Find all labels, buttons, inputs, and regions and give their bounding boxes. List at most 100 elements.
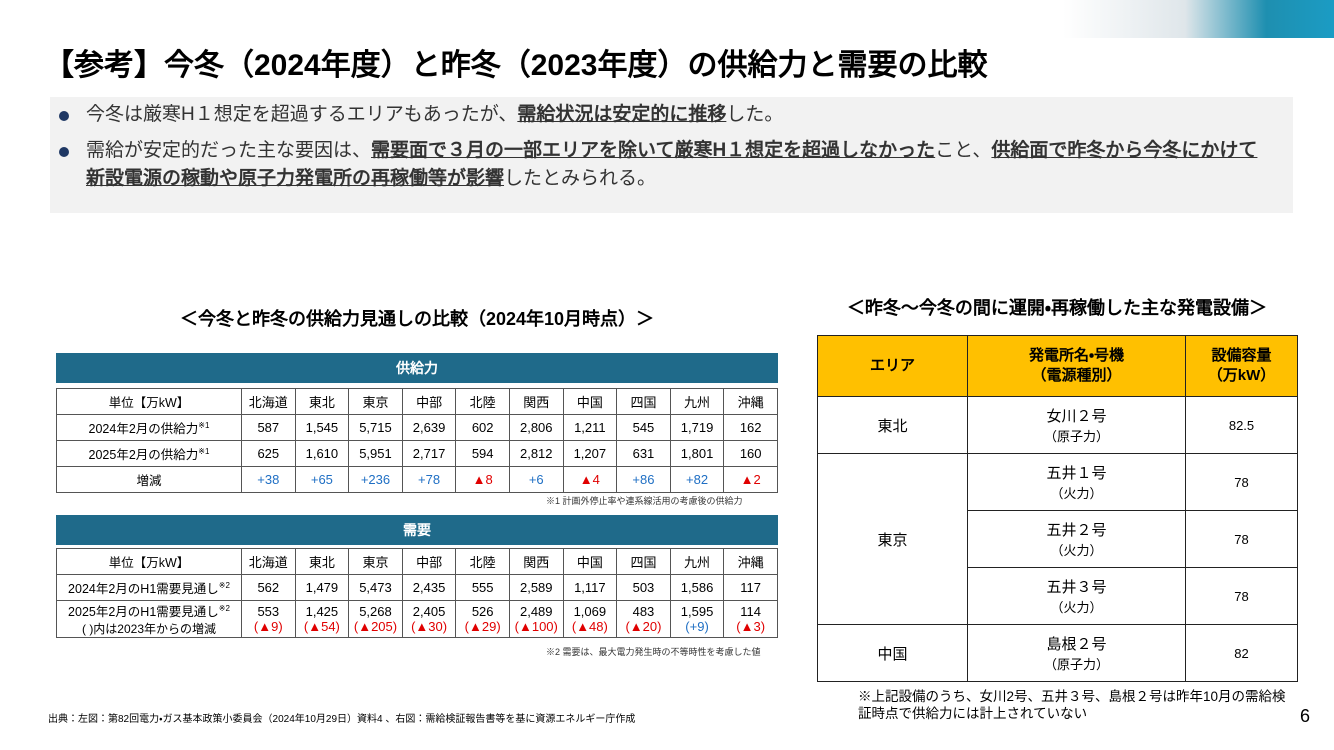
value-text: 5,715 bbox=[359, 420, 392, 435]
value-cell: 1,069 (▲48) bbox=[562, 600, 618, 638]
change-text: (▲54) bbox=[303, 619, 340, 634]
value-cell: 1,719 bbox=[669, 414, 725, 441]
capacity-cell: 78 bbox=[1185, 510, 1298, 568]
value-cell: 5,268 (▲205) bbox=[348, 600, 403, 638]
capacity-cell: 78 bbox=[1185, 453, 1298, 511]
region-header: 東北 bbox=[294, 548, 350, 575]
value-cell: 555 bbox=[455, 574, 510, 601]
plant-row: 中国 島根２号 （原子力） 82 bbox=[817, 624, 1298, 682]
capacity-cell: 82.5 bbox=[1185, 396, 1298, 454]
data-row: 2025年2月の供給力※1 625 1,610 5,951 2,717 594 2,812 1… bbox=[56, 440, 778, 467]
note-mark: ※2 bbox=[218, 603, 230, 613]
value-cell: 631 bbox=[616, 440, 671, 467]
region-header: 中国 bbox=[562, 548, 618, 575]
note-mark: ※1 bbox=[198, 446, 210, 456]
value-text: 545 bbox=[632, 420, 655, 435]
data-row: 2024年2月の供給力※1 587 1,545 5,715 2,639 602 2,806 1… bbox=[56, 414, 778, 441]
region-header: 東京 bbox=[348, 548, 403, 575]
table-banner: 需要 bbox=[56, 515, 778, 545]
capacity-cell: 78 bbox=[1185, 567, 1298, 625]
value-text: 625 bbox=[257, 446, 280, 461]
value-cell: 160 bbox=[723, 440, 778, 467]
unit-cell: 単位【万kW】 bbox=[56, 388, 242, 415]
value-text: +38 bbox=[257, 472, 280, 487]
unit-cell: 単位【万kW】 bbox=[56, 548, 242, 575]
value-text: 1,069 bbox=[573, 604, 607, 619]
plant-type: （原子力） bbox=[1043, 657, 1109, 672]
region-header: 関西 bbox=[508, 388, 564, 415]
value-text: 2,717 bbox=[412, 446, 446, 461]
region-header: 北陸 bbox=[455, 548, 510, 575]
value-cell: 526 (▲29) bbox=[455, 600, 510, 638]
value-cell: 562 bbox=[241, 574, 296, 601]
row-label-text: 2024年2月のH1需要見通し bbox=[68, 582, 219, 596]
plant-type: （火力） bbox=[1050, 486, 1103, 501]
change-text: (▲30) bbox=[411, 619, 448, 634]
value-cell: +86 bbox=[616, 466, 671, 493]
value-text: 503 bbox=[632, 580, 655, 595]
emphasis-text: 需給状況は安定的に推移 bbox=[517, 104, 727, 125]
value-text: +236 bbox=[360, 472, 391, 487]
value-cell: 2,639 bbox=[401, 414, 457, 441]
header-text: 設備容量 bbox=[1211, 347, 1272, 364]
value-cell: 1,610 bbox=[294, 440, 350, 467]
note-mark: ※1 bbox=[198, 420, 210, 430]
value-text: 1,610 bbox=[305, 446, 339, 461]
value-cell: 5,473 bbox=[348, 574, 403, 601]
header-text: 発電所名・号機 bbox=[1028, 347, 1125, 364]
data-row: 2025年2月のH1需要見通し※2( )内は2023年からの増減 553 (▲9) 1… bbox=[56, 600, 778, 638]
value-cell: ▲2 bbox=[723, 466, 778, 493]
bullet: 需給が安定的だった主な要因は、需要面で３月の一部エリアを除いて厳寒H１想定を超過… bbox=[59, 137, 1263, 193]
value-text: 594 bbox=[471, 446, 494, 461]
area-cell: 東北 bbox=[817, 396, 968, 454]
value-cell: +65 bbox=[294, 466, 350, 493]
region-header: 四国 bbox=[616, 388, 671, 415]
row-label: 増減 bbox=[56, 466, 242, 493]
value-cell: 5,951 bbox=[348, 440, 403, 467]
text: 今冬は厳寒H１想定を超過するエリアもあったが、 bbox=[86, 104, 518, 125]
value-text: 2,806 bbox=[519, 420, 553, 435]
note: ※上記設備のうち、女川2号、五井３号、島根２号は昨年10月の需給検証時点で供給力… bbox=[858, 689, 1286, 721]
plant-cell: 五井２号 （火力） bbox=[967, 510, 1186, 568]
value-cell: 117 bbox=[723, 574, 778, 601]
value-text: 2,812 bbox=[519, 446, 553, 461]
value-cell: 553 (▲9) bbox=[241, 600, 296, 638]
value-cell: 625 bbox=[241, 440, 296, 467]
region-header: 沖縄 bbox=[723, 548, 778, 575]
value-text: 526 bbox=[471, 604, 494, 619]
value-text: 1,207 bbox=[573, 446, 607, 461]
region-header: 東北 bbox=[294, 388, 350, 415]
footnote: ※1 計画外停止率や連系線活用の考慮後の供給力 bbox=[546, 496, 743, 506]
value-cell: 587 bbox=[241, 414, 296, 441]
plant-name: 島根２号 bbox=[1046, 636, 1107, 653]
capacity-cell: 82 bbox=[1185, 624, 1298, 682]
value-cell: 545 bbox=[616, 414, 671, 441]
value-text: 2,639 bbox=[412, 420, 446, 435]
change-text: (▲3) bbox=[736, 619, 766, 634]
value-cell: +38 bbox=[241, 466, 296, 493]
row-label: 2024年2月のH1需要見通し※2 bbox=[56, 574, 242, 601]
value-text: 1,719 bbox=[680, 420, 714, 435]
change-text: (▲9) bbox=[253, 619, 283, 634]
row-label-text: 2024年2月の供給力 bbox=[88, 422, 199, 436]
value-cell: 1,425 (▲54) bbox=[294, 600, 350, 638]
value-text: 1,801 bbox=[680, 446, 714, 461]
change-text: (▲48) bbox=[571, 619, 608, 634]
header-row: エリア 発電所名・号機 （電源種別） 設備容量 （万kW） bbox=[817, 335, 1298, 397]
slide-title: 【参考】今冬（2024年度）と昨冬（2023年度）の供給力と需要の比較 bbox=[44, 49, 988, 82]
value-text: 1,479 bbox=[305, 580, 339, 595]
value-cell: ▲4 bbox=[562, 466, 618, 493]
value-text: 162 bbox=[739, 420, 762, 435]
region-header: 九州 bbox=[669, 388, 725, 415]
value-cell: 1,801 bbox=[669, 440, 725, 467]
change-text: (▲29) bbox=[464, 619, 501, 634]
value-text: 1,211 bbox=[574, 420, 606, 435]
plant-name: 女川２号 bbox=[1046, 408, 1107, 425]
header-sub: （万kW） bbox=[1207, 367, 1276, 384]
value-cell: 2,812 bbox=[508, 440, 564, 467]
plant-cell: 五井１号 （火力） bbox=[967, 453, 1186, 511]
value-text: +82 bbox=[686, 472, 709, 487]
value-cell: 602 bbox=[455, 414, 510, 441]
value-text: 1,586 bbox=[680, 580, 714, 595]
value-cell: 2,405 (▲30) bbox=[401, 600, 457, 638]
